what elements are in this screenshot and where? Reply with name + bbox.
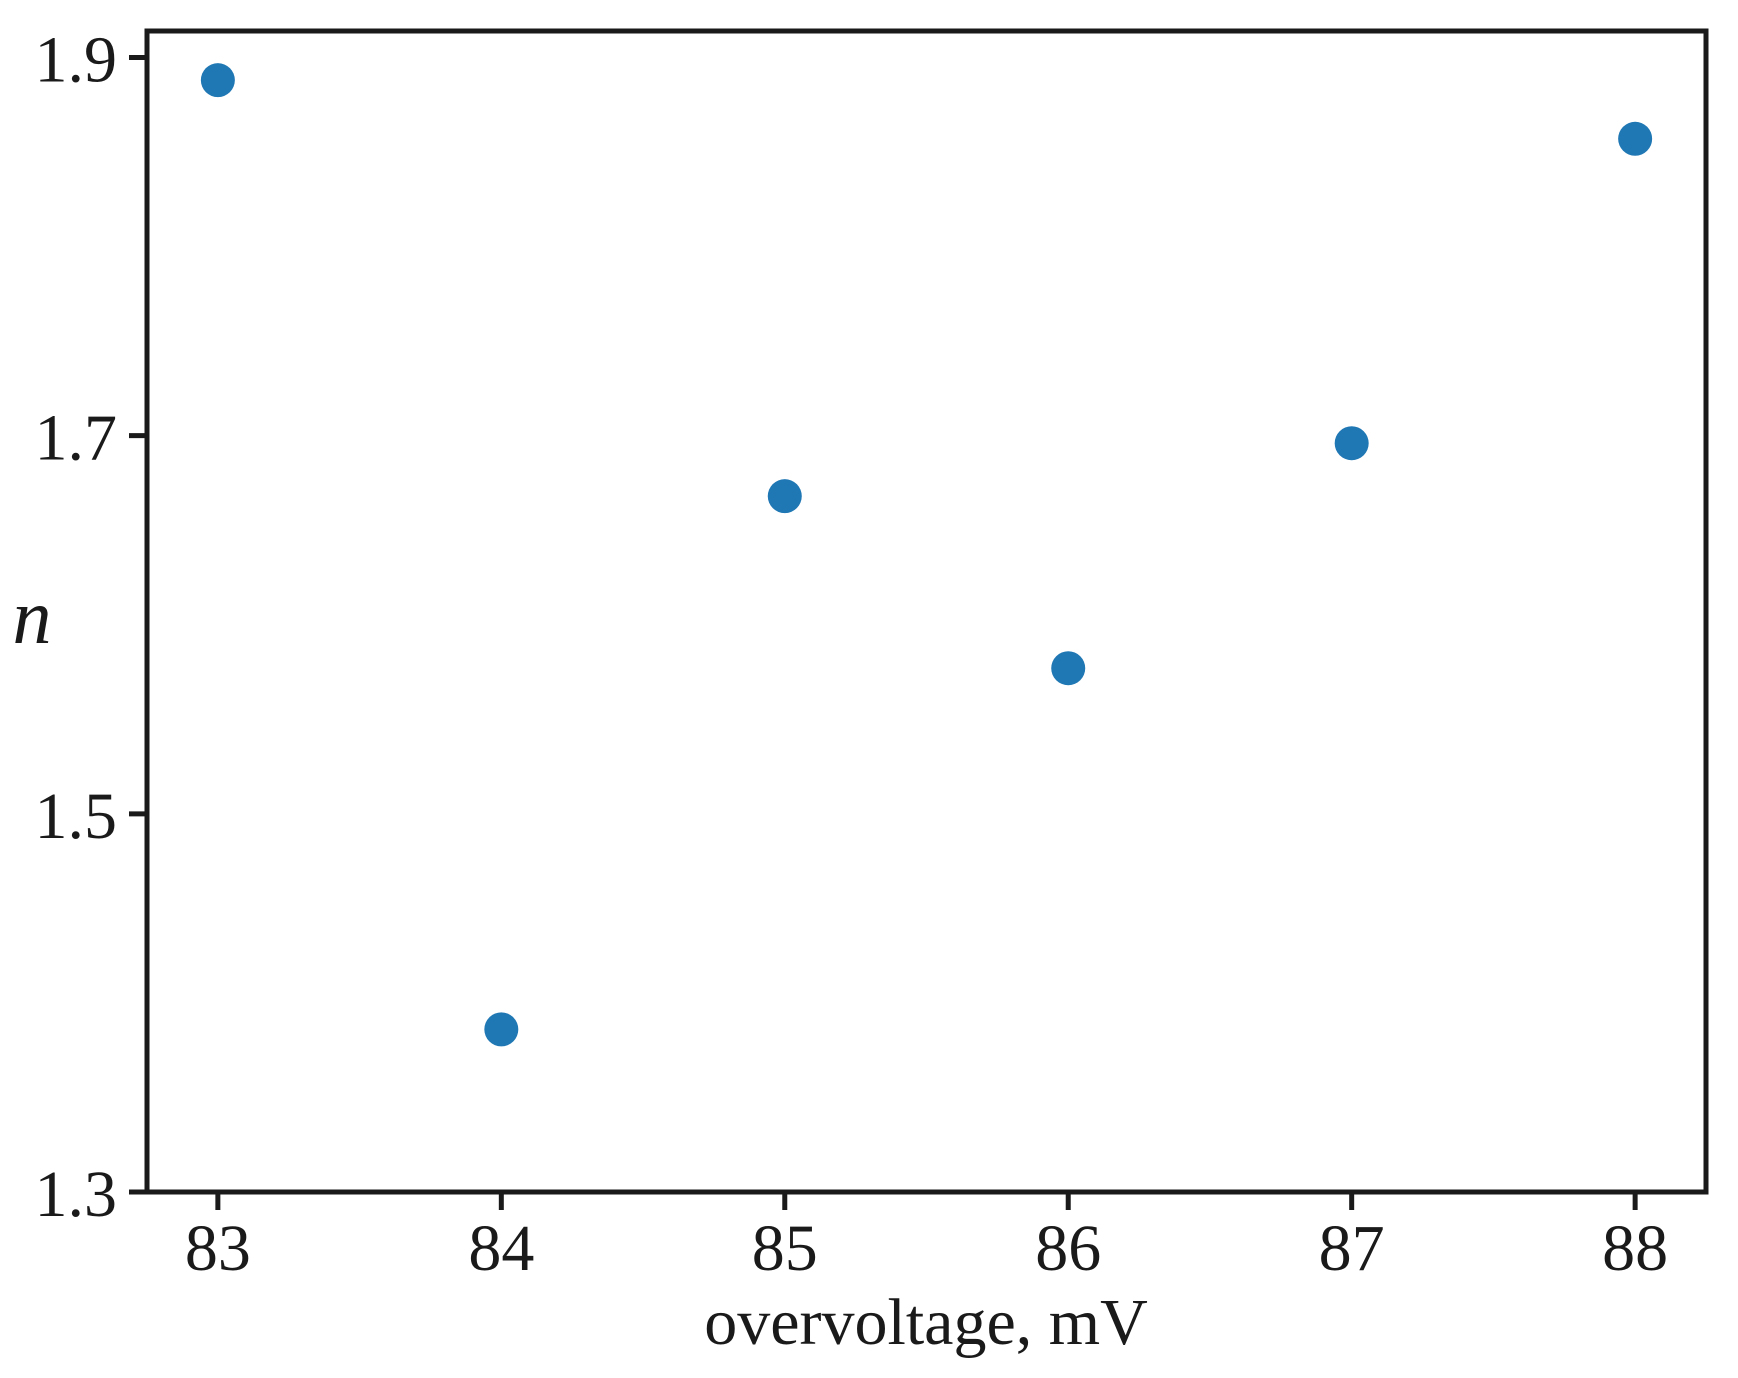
x-tick-label: 86 xyxy=(1035,1212,1101,1285)
x-tick-label: 87 xyxy=(1319,1212,1385,1285)
y-axis-ticks: 1.3 1.5 1.7 1.9 xyxy=(35,23,147,1231)
data-point xyxy=(200,63,235,98)
y-tick-label: 1.9 xyxy=(35,23,118,96)
data-point xyxy=(484,1012,519,1047)
x-axis-label: overvoltage, mV xyxy=(704,1286,1148,1359)
data-point xyxy=(1051,651,1086,686)
x-tick-label: 84 xyxy=(468,1212,534,1285)
data-point xyxy=(1334,426,1369,461)
data-point xyxy=(767,479,802,514)
y-tick-label: 1.7 xyxy=(35,402,118,475)
plot-area-border xyxy=(144,28,1709,1195)
data-point xyxy=(1618,121,1653,156)
x-tick-label: 85 xyxy=(752,1212,818,1285)
y-axis-label: n xyxy=(13,573,52,660)
x-axis-ticks: 83 84 85 86 87 88 xyxy=(185,1192,1668,1285)
y-tick-label: 1.5 xyxy=(35,780,118,853)
x-tick-label: 88 xyxy=(1602,1212,1668,1285)
y-tick-label: 1.3 xyxy=(35,1158,118,1231)
scatter-points xyxy=(200,63,1653,1047)
x-tick-label: 83 xyxy=(185,1212,251,1285)
